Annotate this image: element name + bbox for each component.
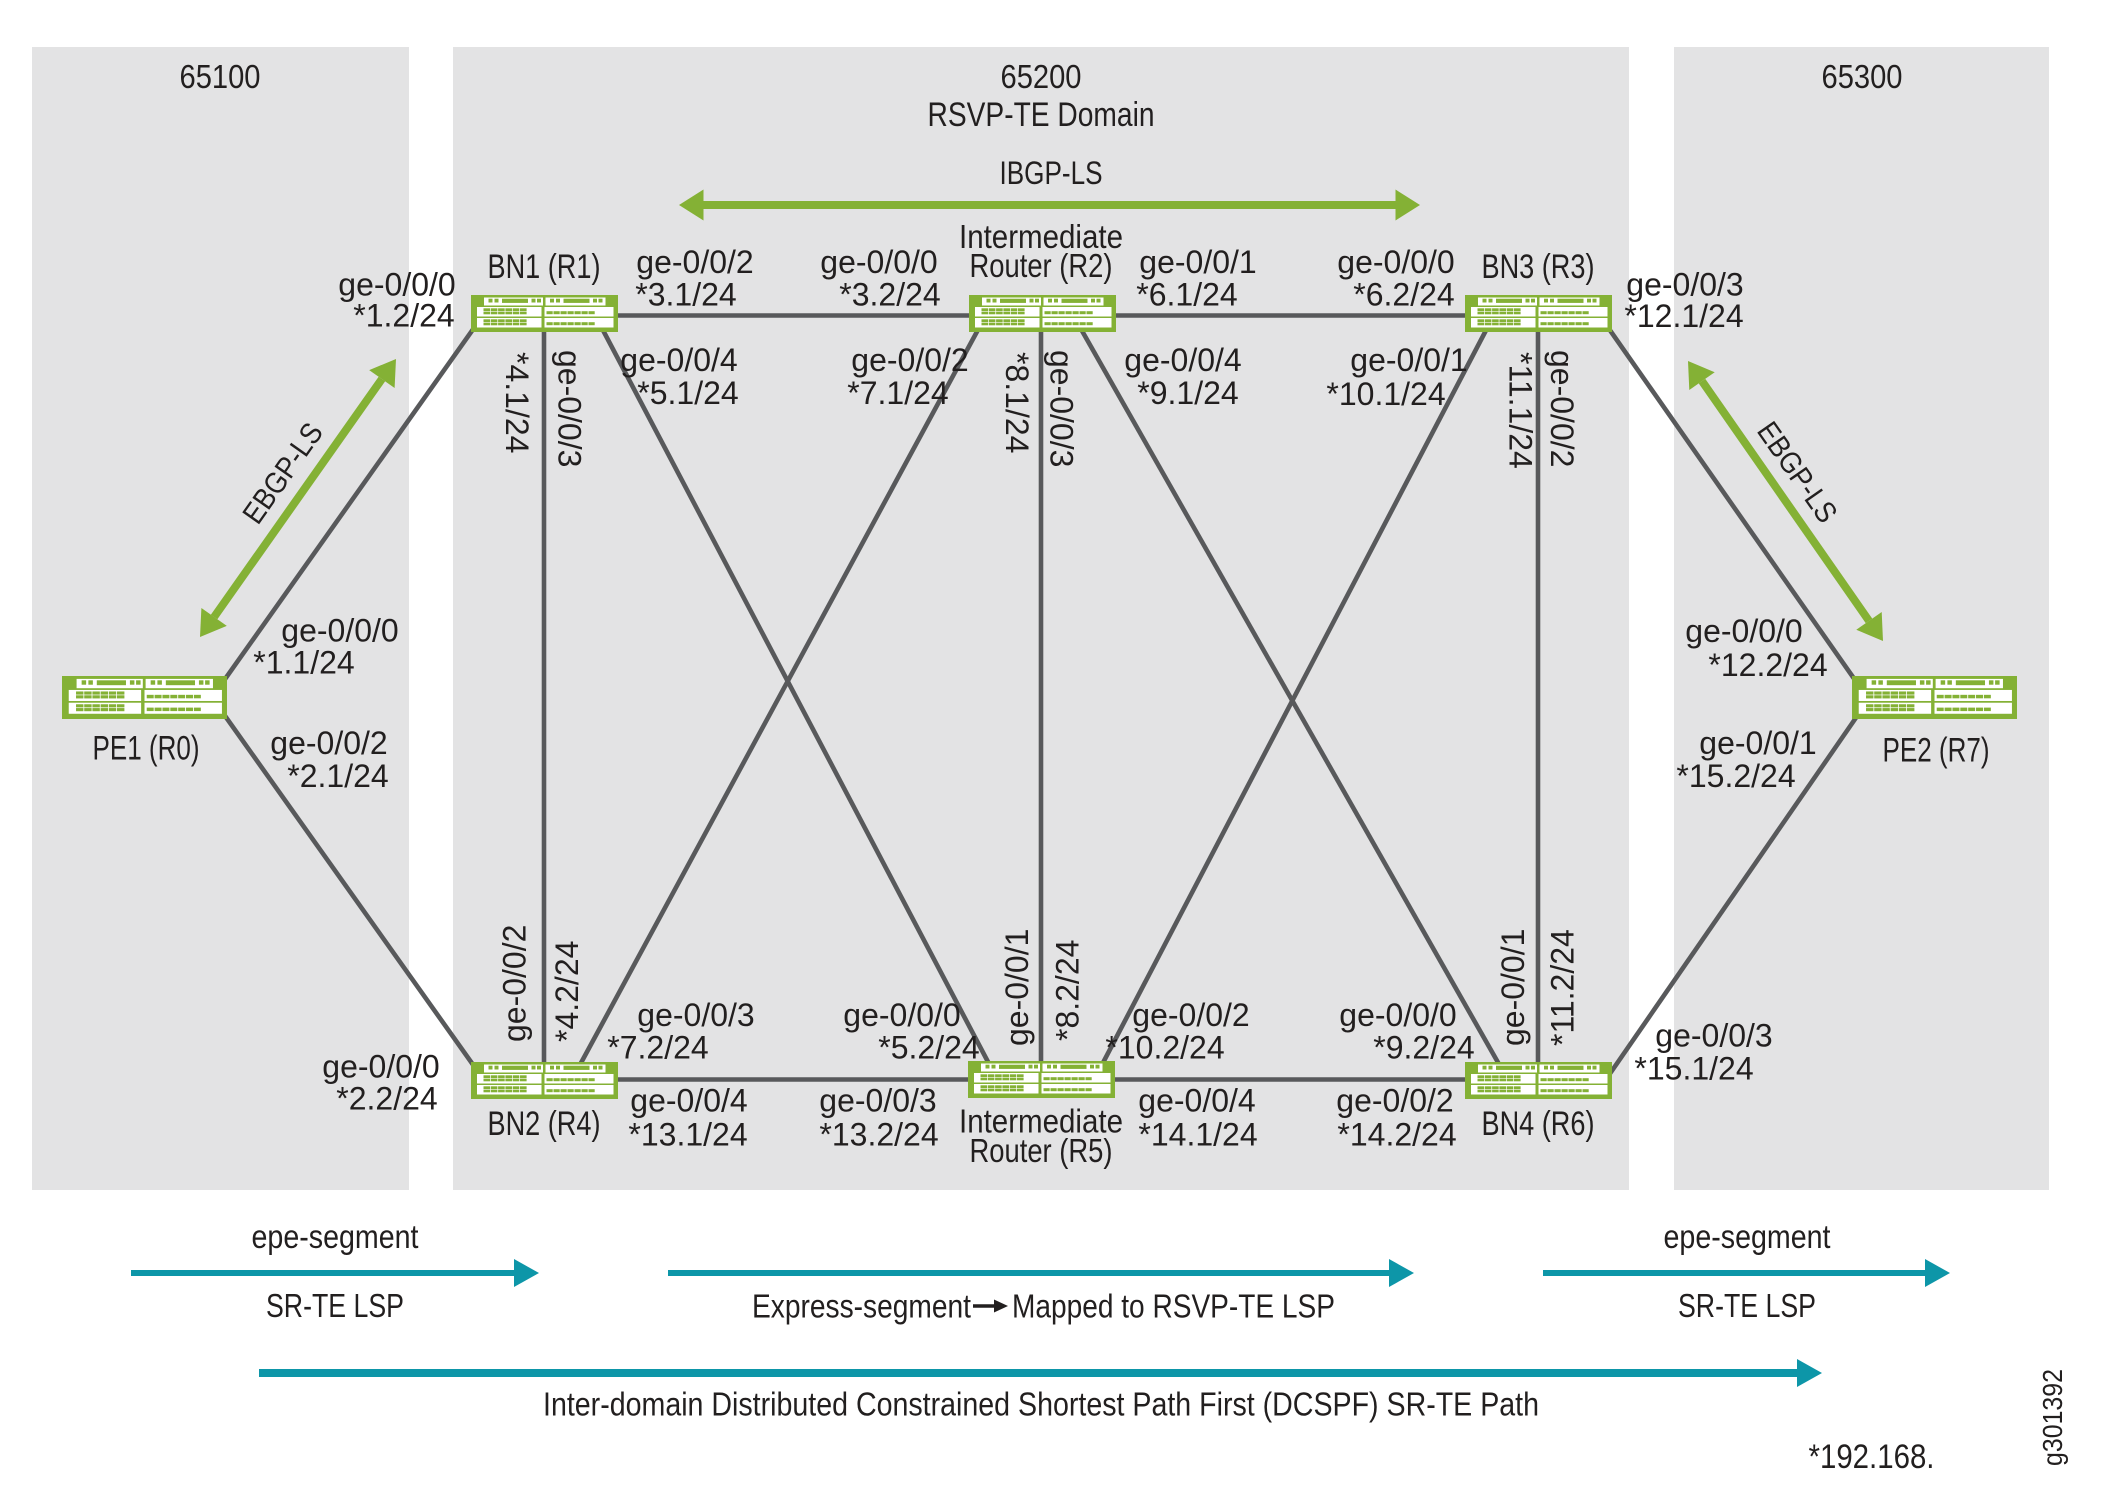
svg-text:ge-0/0/2: ge-0/0/2 (636, 244, 753, 280)
svg-text:Mapped to RSVP-TE LSP: Mapped to RSVP-TE LSP (1012, 1288, 1335, 1325)
svg-text:ge-0/0/0: ge-0/0/0 (820, 244, 937, 280)
svg-text:*13.2/24: *13.2/24 (819, 1117, 938, 1153)
svg-text:BN2 (R4): BN2 (R4) (488, 1105, 601, 1143)
svg-text:RSVP-TE Domain: RSVP-TE Domain (928, 96, 1155, 134)
svg-text:ge-0/0/1: ge-0/0/1 (1350, 342, 1467, 378)
svg-text:*9.1/24: *9.1/24 (1137, 375, 1238, 411)
svg-text:Intermediate: Intermediate (959, 219, 1123, 256)
svg-text:ge-0/0/4: ge-0/0/4 (620, 342, 737, 378)
svg-text:ge-0/0/0: ge-0/0/0 (338, 267, 455, 303)
svg-text:*1.2/24: *1.2/24 (353, 298, 454, 334)
svg-text:ge-0/0/2: ge-0/0/2 (270, 725, 387, 761)
svg-text:*192.168.: *192.168. (1809, 1438, 1935, 1476)
svg-text:ge-0/0/3: ge-0/0/3 (819, 1083, 936, 1119)
svg-text:*4.2/24: *4.2/24 (549, 941, 585, 1042)
svg-text:*7.2/24: *7.2/24 (607, 1030, 708, 1066)
svg-text:ge-0/0/2: ge-0/0/2 (1132, 997, 1249, 1033)
svg-text:IBGP-LS: IBGP-LS (1000, 155, 1103, 191)
svg-text:BN4 (R6): BN4 (R6) (1482, 1105, 1595, 1143)
svg-text:ge-0/0/1: ge-0/0/1 (999, 929, 1035, 1046)
svg-text:Express-segment: Express-segment (752, 1288, 971, 1325)
svg-text:*3.1/24: *3.1/24 (635, 277, 736, 313)
svg-text:ge-0/0/0: ge-0/0/0 (1685, 613, 1802, 649)
svg-text:ge-0/0/0: ge-0/0/0 (322, 1049, 439, 1085)
svg-text:epe-segment: epe-segment (1664, 1218, 1831, 1255)
svg-text:ge-0/0/2: ge-0/0/2 (1544, 350, 1580, 467)
svg-text:Inter-domain Distributed Const: Inter-domain Distributed Constrained Sho… (543, 1386, 1539, 1423)
svg-text:ge-0/0/1: ge-0/0/1 (1699, 725, 1816, 761)
svg-text:ge-0/0/1: ge-0/0/1 (1139, 244, 1256, 280)
svg-text:ge-0/0/3: ge-0/0/3 (1655, 1018, 1772, 1054)
svg-text:*11.1/24: *11.1/24 (1503, 352, 1539, 469)
svg-text:*14.2/24: *14.2/24 (1337, 1117, 1456, 1153)
svg-text:PE2 (R7): PE2 (R7) (1883, 732, 1990, 770)
svg-text:*4.1/24: *4.1/24 (499, 352, 535, 453)
svg-text:*1.1/24: *1.1/24 (253, 645, 354, 681)
svg-text:*11.2/24: *11.2/24 (1544, 929, 1580, 1046)
svg-text:Router (R2): Router (R2) (970, 248, 1113, 285)
svg-text:BN3 (R3): BN3 (R3) (1482, 248, 1595, 286)
svg-text:ge-0/0/3: ge-0/0/3 (1044, 350, 1080, 467)
svg-text:*12.2/24: *12.2/24 (1708, 647, 1827, 683)
svg-text:*5.2/24: *5.2/24 (878, 1030, 979, 1066)
svg-text:ge-0/0/1: ge-0/0/1 (1495, 929, 1531, 1046)
svg-text:*6.1/24: *6.1/24 (1136, 277, 1237, 313)
svg-text:*10.2/24: *10.2/24 (1105, 1030, 1224, 1066)
svg-text:*6.2/24: *6.2/24 (1353, 277, 1454, 313)
svg-text:*13.1/24: *13.1/24 (628, 1117, 747, 1153)
svg-text:SR-TE LSP: SR-TE LSP (1678, 1287, 1816, 1324)
svg-text:ge-0/0/3: ge-0/0/3 (1626, 267, 1743, 303)
svg-text:SR-TE LSP: SR-TE LSP (266, 1287, 404, 1324)
svg-text:65300: 65300 (1822, 58, 1903, 95)
svg-text:*15.1/24: *15.1/24 (1634, 1051, 1753, 1087)
svg-text:ge-0/0/0: ge-0/0/0 (843, 997, 960, 1033)
svg-text:PE1 (R0): PE1 (R0) (93, 730, 200, 768)
svg-text:*7.1/24: *7.1/24 (847, 375, 948, 411)
svg-text:Router (R5): Router (R5) (970, 1133, 1113, 1170)
svg-text:ge-0/0/0: ge-0/0/0 (281, 613, 398, 649)
svg-text:65100: 65100 (180, 58, 261, 95)
svg-text:*2.2/24: *2.2/24 (336, 1081, 437, 1117)
svg-text:*2.1/24: *2.1/24 (287, 758, 388, 794)
svg-text:ge-0/0/4: ge-0/0/4 (630, 1083, 747, 1119)
svg-text:65200: 65200 (1001, 58, 1082, 95)
svg-text:*3.2/24: *3.2/24 (839, 277, 940, 313)
svg-text:ge-0/0/4: ge-0/0/4 (1124, 342, 1241, 378)
svg-text:ge-0/0/2: ge-0/0/2 (496, 925, 532, 1042)
svg-text:g301392: g301392 (2037, 1369, 2068, 1466)
svg-text:*8.1/24: *8.1/24 (999, 352, 1035, 453)
svg-text:ge-0/0/0: ge-0/0/0 (1337, 244, 1454, 280)
svg-text:ge-0/0/3: ge-0/0/3 (637, 997, 754, 1033)
svg-text:*9.2/24: *9.2/24 (1373, 1030, 1474, 1066)
svg-text:ge-0/0/2: ge-0/0/2 (1336, 1083, 1453, 1119)
svg-text:*8.2/24: *8.2/24 (1049, 940, 1085, 1041)
svg-text:Intermediate: Intermediate (959, 1104, 1123, 1141)
svg-text:*15.2/24: *15.2/24 (1676, 758, 1795, 794)
svg-text:*5.1/24: *5.1/24 (637, 375, 738, 411)
svg-text:ge-0/0/4: ge-0/0/4 (1138, 1083, 1255, 1119)
svg-text:*12.1/24: *12.1/24 (1624, 298, 1743, 334)
svg-text:BN1 (R1): BN1 (R1) (488, 248, 601, 286)
svg-text:ge-0/0/0: ge-0/0/0 (1339, 997, 1456, 1033)
svg-text:*14.1/24: *14.1/24 (1138, 1117, 1257, 1153)
svg-text:*10.1/24: *10.1/24 (1326, 376, 1445, 412)
svg-text:epe-segment: epe-segment (252, 1218, 419, 1255)
svg-text:ge-0/0/3: ge-0/0/3 (552, 350, 588, 467)
svg-text:ge-0/0/2: ge-0/0/2 (851, 342, 968, 378)
